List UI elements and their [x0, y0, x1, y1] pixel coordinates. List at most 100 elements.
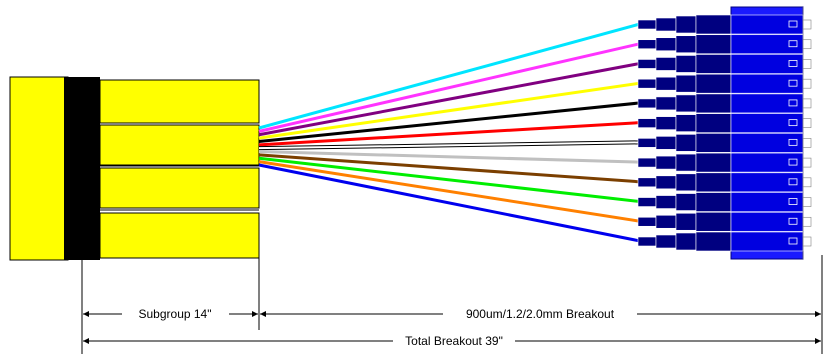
adapter-latch-icon: [788, 20, 798, 28]
adapter-latch-icon: [788, 40, 798, 48]
fiber-green: [258, 156, 641, 204]
adapter-port: [730, 93, 804, 114]
connector-housing: [675, 55, 697, 73]
adapter-latch-icon: [788, 217, 798, 225]
connector-brown: [637, 172, 812, 193]
fiber-red: [258, 121, 641, 147]
connector-housing: [675, 35, 697, 54]
subgroup-tube-4: [99, 212, 260, 259]
adapter-tab: [802, 59, 812, 69]
cable-jacket: [9, 76, 69, 261]
adapter-port: [730, 192, 804, 212]
adapter-latch-icon: [788, 198, 798, 205]
fiber-aqua: [258, 22, 641, 130]
connector-rose: [637, 34, 812, 55]
subgroup-tube-1: [99, 79, 260, 124]
fiber-blue: [258, 163, 641, 243]
adapter-tab: [802, 157, 812, 168]
connector-housing: [675, 212, 697, 231]
adapter-latch-icon: [788, 79, 798, 87]
adapter-latch-icon: [788, 178, 798, 186]
adapter-port: [730, 152, 804, 173]
connector-ferrule-housing: [695, 231, 732, 252]
adapter-port: [730, 133, 804, 153]
adapter-tab: [802, 39, 812, 50]
connector-boot: [637, 19, 657, 30]
connector-boot: [637, 138, 657, 148]
connector-black: [637, 93, 812, 114]
connector-ferrule-housing: [695, 133, 732, 153]
adapter-tab: [802, 78, 812, 89]
fiber-orange: [258, 160, 641, 223]
connector-housing: [675, 153, 697, 172]
connector-white: [637, 133, 812, 153]
connector-housing: [675, 232, 697, 251]
connector-housing: [675, 94, 697, 113]
connector-yellow: [637, 73, 812, 94]
fiber-white: [258, 141, 641, 150]
adapter-tab: [802, 177, 812, 188]
adapter-port: [730, 231, 804, 252]
connector-body: [655, 17, 677, 32]
fiber-rose: [258, 42, 641, 133]
adapter-latch-icon: [788, 60, 798, 67]
connector-ferrule-housing: [695, 73, 732, 94]
connector-orange: [637, 211, 812, 232]
subgroup-tube-3: [99, 167, 260, 209]
adapter-latch-icon: [788, 99, 798, 107]
connector-boot: [637, 177, 657, 188]
adapter-latch-icon: [788, 138, 798, 146]
furcation-band: [64, 77, 100, 260]
connector-red: [637, 113, 812, 133]
connector-body: [655, 37, 677, 52]
adapter-port: [730, 54, 804, 74]
fiber-black: [258, 101, 641, 143]
connector-body: [655, 214, 677, 229]
connector-boot: [637, 157, 657, 168]
connector-body: [655, 175, 677, 190]
connector-body: [655, 76, 677, 91]
fiber-violet: [258, 61, 641, 137]
breakout-dimension-label: 900um/1.2/2.0mm Breakout: [466, 307, 615, 321]
cable-assembly: [9, 76, 260, 261]
connector-ferrule-housing: [695, 14, 732, 35]
connector-boot: [637, 78, 657, 89]
adapter-tab: [802, 19, 812, 30]
dimension-annotations: Subgroup 14" 900um/1.2/2.0mm Breakout To…: [81, 255, 823, 354]
connector-boot: [637, 98, 657, 109]
connector-ferrule-housing: [695, 192, 732, 212]
fiber-yellow: [258, 81, 641, 140]
connector-green: [637, 192, 812, 212]
connector-stack: [637, 6, 812, 260]
connector-ferrule-housing: [695, 152, 732, 173]
fiber-breakout-lines: [258, 22, 641, 243]
connector-housing: [675, 173, 697, 192]
connector-housing: [675, 15, 697, 34]
subgroup-dimension-label: Subgroup 14": [139, 307, 212, 321]
connector-boot: [637, 216, 657, 227]
connector-ferrule-housing: [695, 172, 732, 193]
connector-housing: [675, 193, 697, 211]
adapter-tab: [802, 98, 812, 109]
connector-boot: [637, 197, 657, 207]
adapter-port: [730, 113, 804, 133]
adapter-tab: [802, 118, 812, 128]
adapter-port: [730, 14, 804, 35]
connector-body: [655, 96, 677, 111]
connector-slate: [637, 152, 812, 173]
adapter-tab: [802, 216, 812, 227]
connector-body: [655, 234, 677, 249]
connector-housing: [675, 134, 697, 152]
adapter-latch-icon: [788, 119, 798, 127]
connector-body: [655, 57, 677, 71]
connector-body: [655, 155, 677, 170]
adapter-port: [730, 73, 804, 94]
connector-ferrule-housing: [695, 54, 732, 74]
fiber-slate: [258, 150, 641, 164]
adapter-tab: [802, 197, 812, 207]
adapter-tab: [802, 138, 812, 148]
connector-boot: [637, 118, 657, 128]
adapter-latch-icon: [788, 158, 798, 166]
connector-housing: [675, 74, 697, 93]
subgroup-tube-2: [99, 124, 260, 166]
